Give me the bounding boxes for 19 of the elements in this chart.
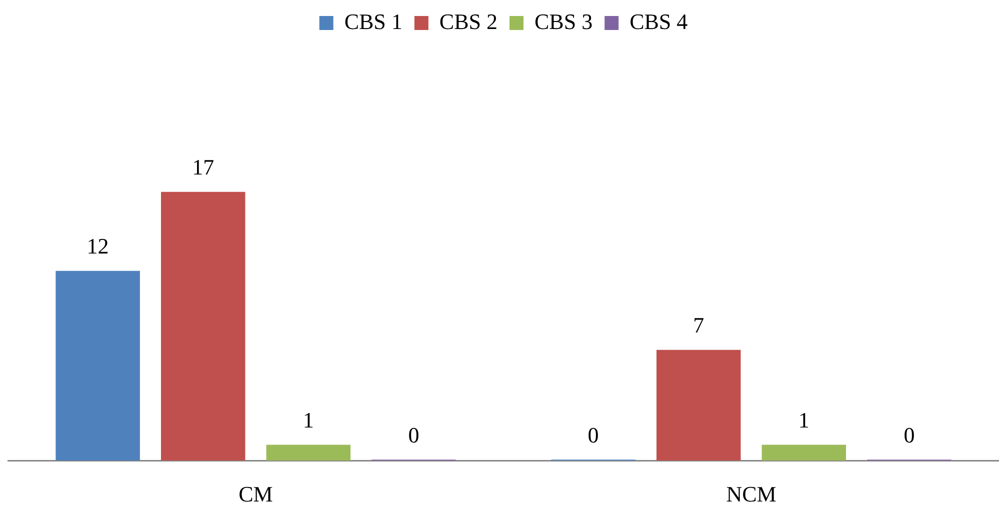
x-tick-label: CM <box>238 482 273 507</box>
legend-label: CBS 4 <box>630 8 688 34</box>
data-label: 1 <box>798 408 810 433</box>
x-tick-label: NCM <box>726 482 776 507</box>
data-label: 17 <box>192 154 214 180</box>
bar <box>160 192 246 461</box>
data-label: 0 <box>588 422 599 448</box>
data-label: 7 <box>693 312 704 338</box>
bar <box>56 270 140 461</box>
legend-label: CBS 2 <box>439 8 498 34</box>
bar <box>266 444 351 461</box>
data-label: 0 <box>904 422 915 448</box>
bar <box>762 444 846 461</box>
legend-label: CBS 1 <box>344 8 402 34</box>
legend-label: CBS 3 <box>534 8 593 34</box>
data-label: 1 <box>302 408 314 433</box>
data-label: 12 <box>86 234 109 259</box>
bar <box>656 350 741 461</box>
data-label: 0 <box>408 422 420 448</box>
